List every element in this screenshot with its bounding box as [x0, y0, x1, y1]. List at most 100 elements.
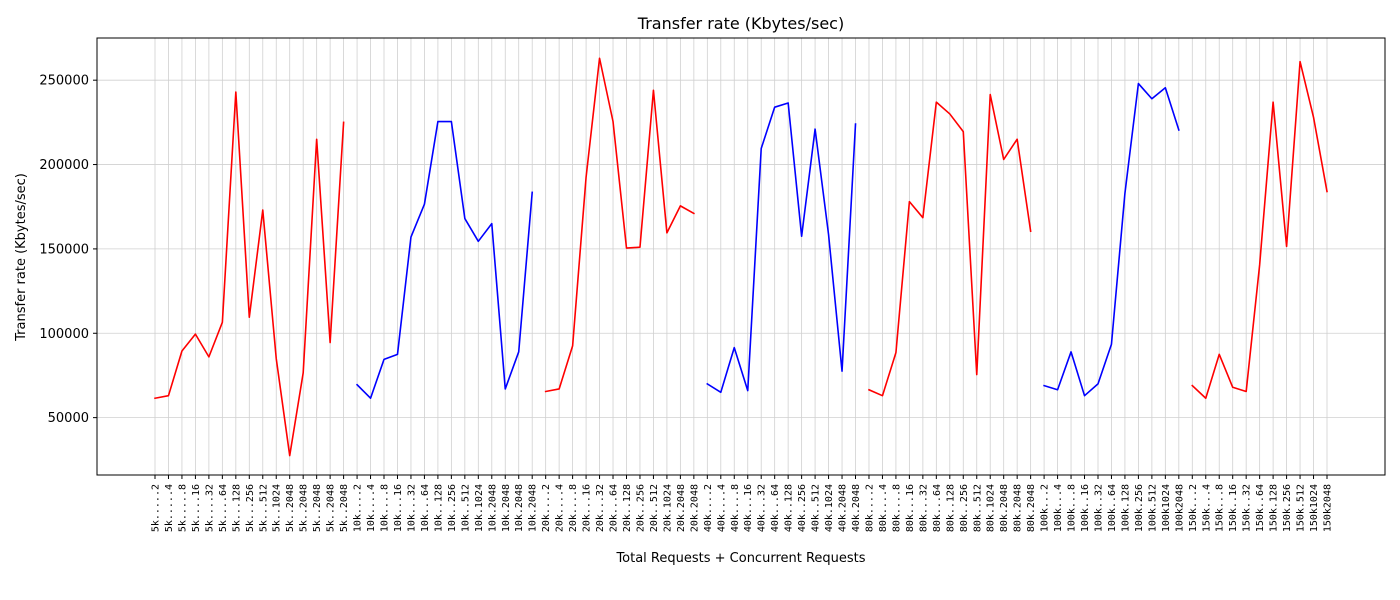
- x-tick-label: 20k....8: [568, 484, 579, 532]
- x-tick-label: 40k.2048: [851, 484, 862, 532]
- x-tick-label: 100k.512: [1147, 484, 1158, 532]
- x-tick-label: 150k.512: [1296, 484, 1307, 532]
- x-tick-label: 5k..2048: [285, 484, 296, 532]
- series-line-5k: [154, 91, 345, 457]
- x-tick-label: 5k...512: [258, 484, 269, 532]
- x-tick-label: 80k..256: [959, 484, 970, 532]
- x-tick-label: 5k.....2: [151, 484, 162, 532]
- y-tick-label: 100000: [39, 327, 89, 342]
- x-tick-label: 80k.2048: [1026, 484, 1037, 532]
- grid-layer: [97, 38, 1385, 475]
- x-tick-label: 10k.2048: [528, 484, 539, 532]
- x-tick-label: 10k....8: [380, 484, 391, 532]
- x-tick-label: 10k...64: [420, 484, 431, 532]
- plot-frame: [96, 37, 1386, 476]
- x-tick-label: 10k..256: [447, 484, 458, 532]
- chart-title: Transfer rate (Kbytes/sec): [637, 14, 844, 33]
- x-tick-label: 40k....4: [716, 484, 727, 532]
- x-tick-label: 20k...16: [582, 484, 593, 532]
- x-tick-label: 150k..32: [1242, 484, 1253, 532]
- x-tick-label: 10k....4: [366, 484, 377, 532]
- x-tick-label: 10k..128: [433, 484, 444, 532]
- x-tick-label: 40k...32: [757, 484, 768, 532]
- x-tick-label: 100k...8: [1067, 484, 1078, 532]
- x-tick-label: 10k.1024: [474, 484, 485, 532]
- x-tick-label: 40k.1024: [824, 484, 835, 532]
- series-line-100k: [1043, 82, 1180, 397]
- x-tick-label: 100k2048: [1174, 484, 1185, 532]
- x-tick-label: 150k2048: [1323, 484, 1334, 532]
- x-tick-label: 5k.....4: [164, 484, 175, 532]
- x-tick-label: 150k.128: [1269, 484, 1280, 532]
- x-tick-label: 100k..64: [1107, 484, 1118, 532]
- x-axis-label: Total Requests + Concurrent Requests: [615, 551, 865, 566]
- x-tick-label: 40k.2048: [838, 484, 849, 532]
- series-line-150k: [1191, 60, 1328, 400]
- x-tick-label: 5k..2048: [326, 484, 337, 532]
- x-tick-label: 150k.256: [1282, 484, 1293, 532]
- x-tick-label: 20k.1024: [662, 484, 673, 532]
- x-tick-label: 150k..16: [1228, 484, 1239, 532]
- x-tick-label: 5k..2048: [299, 484, 310, 532]
- x-tick-label: 80k.2048: [1013, 484, 1024, 532]
- x-tick-label: 20k....4: [555, 484, 566, 532]
- x-tick-label: 20k..128: [622, 484, 633, 532]
- x-tick-label: 80k....8: [891, 484, 902, 532]
- x-tick-label: 80k...32: [918, 484, 929, 532]
- x-tick-label: 80k.1024: [986, 484, 997, 532]
- x-tick-label: 20k..256: [635, 484, 646, 532]
- x-tick-label: 10k.2048: [501, 484, 512, 532]
- x-tick-label: 80k.2048: [999, 484, 1010, 532]
- x-tick-label: 100k..32: [1093, 484, 1104, 532]
- x-tick-label: 5k..1024: [272, 484, 283, 532]
- x-tick-label: 150k1024: [1309, 484, 1320, 532]
- y-axis-label: Transfer rate (Kbytes/sec): [14, 173, 29, 342]
- series-layer: [154, 57, 1328, 457]
- x-tick-label: 20k....2: [541, 484, 552, 532]
- x-tick-label: 5k....16: [191, 484, 202, 532]
- x-tick-label: 10k..512: [460, 484, 471, 532]
- x-tick-label: 5k....32: [204, 484, 215, 532]
- x-tick-label: 5k...256: [245, 484, 256, 532]
- x-tick-label: 40k...16: [743, 484, 754, 532]
- y-tick-label: 250000: [39, 74, 89, 89]
- x-tick-label: 100k1024: [1161, 484, 1172, 532]
- x-tick-label: 100k...4: [1053, 484, 1064, 532]
- x-tick-label: 40k..512: [811, 484, 822, 532]
- x-tick-label: 40k....2: [703, 484, 714, 532]
- x-tick-label: 20k..512: [649, 484, 660, 532]
- x-tick-label: 10k...16: [393, 484, 404, 532]
- y-tick-label: 200000: [39, 158, 89, 173]
- x-tick-label: 40k..256: [797, 484, 808, 532]
- x-tick-label: 80k..512: [972, 484, 983, 532]
- x-tick-label: 20k...64: [609, 484, 620, 532]
- series-line-80k: [867, 93, 1032, 397]
- x-tick-label: 40k...64: [770, 484, 781, 532]
- x-tick-label: 80k....2: [864, 484, 875, 532]
- x-tick-label: 80k...16: [905, 484, 916, 532]
- x-tick-label: 100k.128: [1120, 484, 1131, 532]
- x-tick-label: 20k.2048: [676, 484, 687, 532]
- x-tick-label: 150k..64: [1255, 484, 1266, 532]
- x-tick-label: 40k....8: [730, 484, 741, 532]
- x-tick-label: 5k.....8: [177, 484, 188, 532]
- x-tick-label: 10k....2: [353, 484, 364, 532]
- x-tick-label: 80k....4: [878, 484, 889, 532]
- x-tick-label: 10k.2048: [487, 484, 498, 532]
- x-tick-label: 10k.2048: [514, 484, 525, 532]
- x-tick-label: 40k..128: [784, 484, 795, 532]
- x-tick-label: 5k..2048: [339, 484, 350, 532]
- x-tick-label: 80k...64: [932, 484, 943, 532]
- series-line-20k: [544, 57, 695, 393]
- x-tick-label: 5k...128: [231, 484, 242, 532]
- series-line-10k: [355, 120, 534, 400]
- y-tick-label: 50000: [48, 411, 89, 426]
- x-tick-label: 100k..16: [1080, 484, 1091, 532]
- y-tick-label: 150000: [39, 242, 89, 257]
- x-tick-label: 20k...32: [595, 484, 606, 532]
- x-tick-label: 5k..2048: [312, 484, 323, 532]
- x-tick-label: 150k...4: [1201, 484, 1212, 532]
